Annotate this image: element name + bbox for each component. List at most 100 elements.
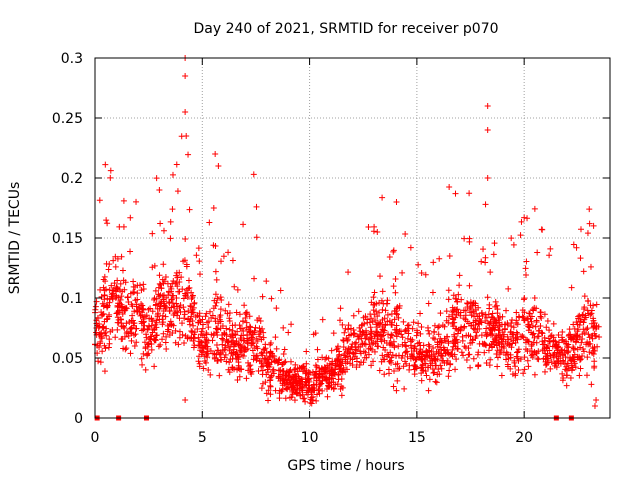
data-point [587, 311, 594, 318]
data-point [498, 343, 505, 350]
data-point [558, 347, 565, 354]
data-point [152, 287, 159, 294]
data-point [267, 348, 274, 355]
data-point [461, 235, 468, 242]
outlier-point [182, 397, 189, 403]
data-point [490, 251, 497, 258]
data-point [402, 231, 409, 238]
data-point [457, 327, 464, 334]
data-point [154, 313, 161, 320]
data-point [377, 273, 383, 280]
data-point [499, 329, 506, 336]
data-point [298, 364, 305, 371]
data-point [380, 344, 387, 351]
data-point [128, 337, 135, 344]
data-point [528, 352, 535, 359]
data-point [386, 358, 393, 365]
data-point [187, 316, 194, 323]
data-point [436, 371, 443, 378]
data-point [153, 301, 160, 308]
data-point [168, 285, 175, 292]
data-point [334, 381, 341, 388]
data-point [288, 394, 295, 401]
data-point [541, 341, 548, 348]
data-point [370, 358, 377, 365]
data-point [337, 368, 344, 375]
data-point [175, 341, 182, 348]
data-point [371, 311, 378, 318]
data-point [570, 345, 577, 352]
data-point [467, 333, 474, 340]
data-point [127, 214, 134, 221]
data-point [554, 344, 561, 351]
data-point [342, 325, 349, 332]
data-point [420, 342, 427, 349]
data-point [359, 341, 366, 348]
data-point [283, 385, 290, 392]
data-point [241, 302, 248, 309]
data-point [219, 341, 226, 348]
data-point [169, 206, 176, 213]
data-point [464, 300, 471, 307]
data-point [386, 253, 393, 260]
data-point [345, 326, 352, 333]
data-point [520, 370, 527, 377]
data-point [249, 340, 256, 347]
data-point [267, 354, 274, 361]
data-point [396, 365, 403, 372]
data-point [531, 295, 538, 302]
data-point [125, 333, 132, 340]
data-point [313, 374, 320, 381]
data-point [292, 379, 299, 386]
data-point [583, 341, 590, 348]
data-point [210, 330, 217, 337]
data-point [243, 319, 250, 326]
data-point [267, 383, 274, 390]
data-point [434, 324, 441, 331]
data-point [328, 367, 335, 374]
data-point [211, 354, 218, 361]
data-point [246, 328, 253, 335]
data-point [422, 271, 429, 278]
data-point [97, 286, 104, 293]
data-point [113, 293, 120, 300]
data-point [160, 280, 167, 287]
data-point [446, 183, 453, 190]
chart-title: Day 240 of 2021, SRMTID for receiver p07… [193, 21, 498, 37]
data-point [247, 366, 254, 373]
data-point [418, 364, 425, 371]
data-point [218, 258, 225, 265]
data-point [220, 253, 227, 260]
data-point [565, 344, 572, 351]
data-point [189, 329, 196, 336]
data-point [475, 349, 482, 356]
data-point [204, 348, 211, 355]
data-point [550, 320, 557, 327]
data-point [586, 349, 593, 356]
data-point [404, 353, 411, 360]
data-point [281, 380, 288, 387]
data-point [425, 327, 432, 334]
data-point [341, 329, 348, 336]
data-point [236, 311, 243, 318]
outlier-point [521, 214, 528, 221]
data-point [132, 331, 139, 338]
data-point [276, 395, 283, 402]
data-point [180, 258, 187, 265]
data-point [253, 203, 260, 210]
data-point [471, 326, 478, 333]
data-point [230, 349, 237, 356]
data-point [179, 286, 186, 293]
data-point [566, 326, 573, 333]
data-point [330, 371, 337, 378]
data-point [418, 270, 425, 277]
data-point [394, 377, 401, 384]
data-point [401, 385, 408, 392]
data-point [507, 354, 514, 361]
data-point [587, 263, 594, 270]
data-point [106, 336, 113, 343]
data-point [353, 347, 360, 354]
data-point [289, 383, 296, 390]
data-point [544, 359, 551, 366]
data-point [262, 379, 269, 386]
